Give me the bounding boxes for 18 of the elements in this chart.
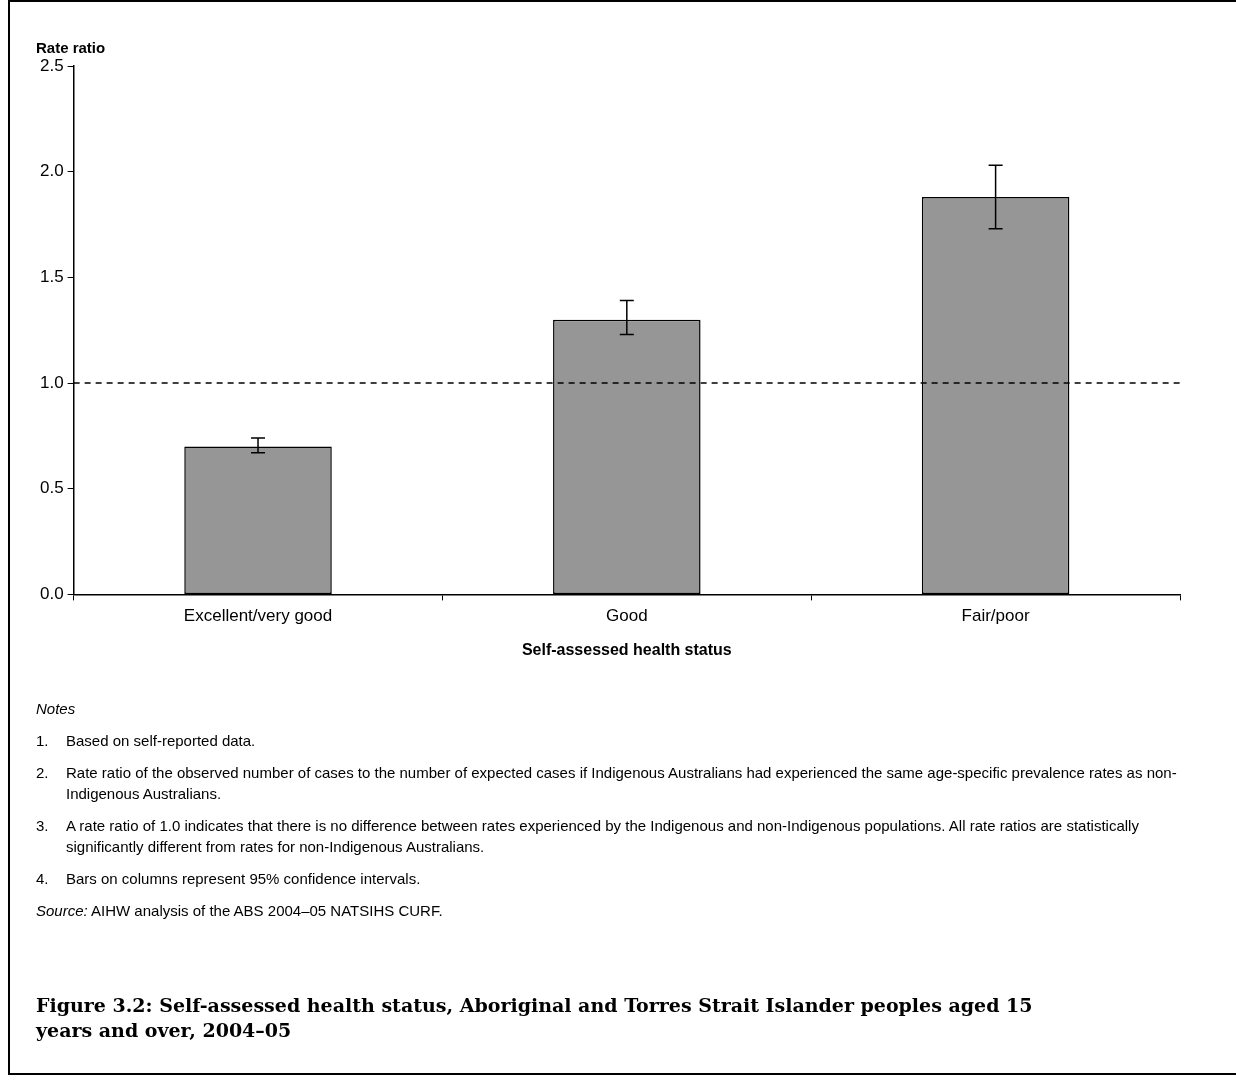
- text: Notes: [36, 699, 77, 719]
- y-tick-label: 1.5: [39, 267, 64, 287]
- y-tick-label: 0.0: [39, 584, 64, 604]
- x-tick-label: Good: [606, 606, 648, 626]
- text: Figure 3.2: Self-assessed health status, Aboriginal and Torres Strait Islander peoples aged 15 years and over, 2004–05: [36, 993, 1034, 1043]
- text: 4. Bars on columns represent 95% confidence intervals.: [36, 869, 422, 889]
- y-tick-label: 0.5: [39, 478, 64, 498]
- text: 2. Rate ratio of the observed number of cases to the number of expected cases if Indigenous Australians had experienced the same age-specific prevalence rates as non-Indigenous Australians.: [36, 763, 1178, 804]
- y-tick-label: 1.0: [39, 372, 64, 392]
- x-tick-label: Fair/poor: [961, 606, 1030, 626]
- y-tick-label: 2.0: [39, 161, 64, 181]
- x-axis-title: Self-assessed health status: [521, 640, 732, 658]
- text: 3. A rate ratio of 1.0 indicates that there is no difference between rates experienced by the Indigenous and non-Indigenous populations. All rate ratios are statistically significantly different from rates for non-Indigenous Australians.: [36, 816, 1140, 857]
- y-tick-label: 2.5: [39, 55, 64, 75]
- text: 1. Based on self-reported data.: [36, 731, 257, 751]
- source-note: Source: AIHW analysis of the ABS 2004–05 NATSIHS CURF.: [36, 901, 444, 921]
- x-tick-label: Excellent/very good: [183, 606, 333, 626]
- y-axis-title: Rate ratio: [36, 38, 106, 56]
